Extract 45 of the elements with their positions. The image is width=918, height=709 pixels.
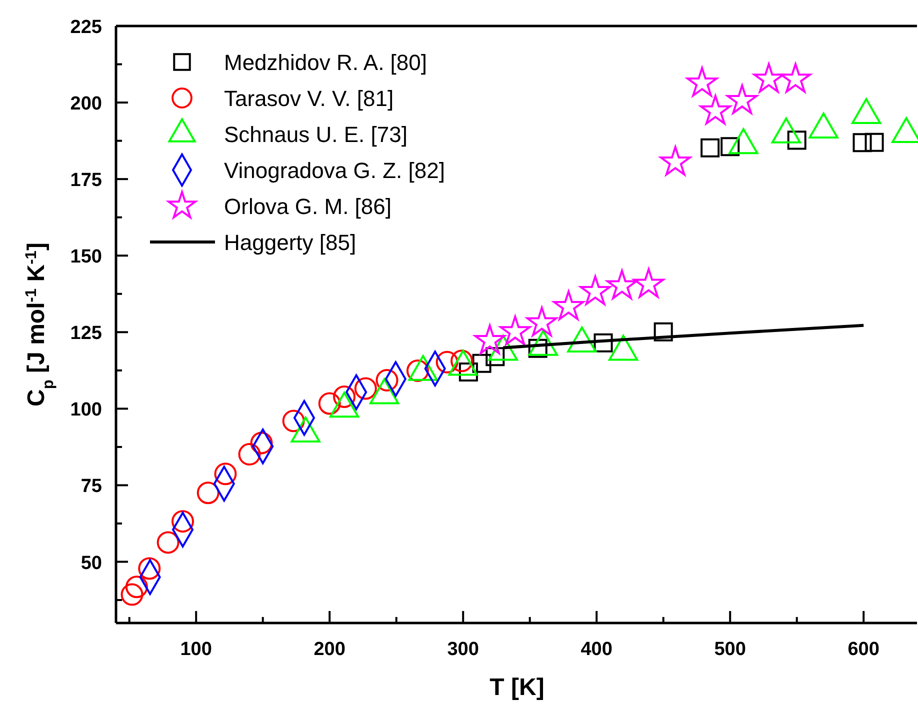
point (318, 392, 341, 415)
point (526, 306, 558, 336)
x-tick-label: 600 (848, 639, 880, 660)
point (787, 130, 806, 150)
y-tick-label: 175 (70, 170, 102, 192)
point (172, 510, 194, 533)
point (138, 557, 161, 580)
legend-label: Schnaus U. E. [73] (224, 122, 408, 147)
x-tick-label: 300 (447, 639, 479, 660)
x-tick-label: 100 (180, 639, 212, 660)
y-tick-label: 225 (70, 17, 102, 38)
point (282, 410, 305, 432)
point (594, 333, 613, 352)
x-tick-label: 500 (714, 639, 746, 660)
y-tick-label: 200 (70, 94, 102, 115)
point (864, 132, 884, 152)
point (700, 94, 731, 124)
point (214, 462, 237, 486)
point (700, 138, 720, 158)
point (238, 443, 261, 466)
y-tick-label: 75 (80, 476, 102, 498)
point (852, 133, 872, 152)
point (156, 531, 180, 554)
legend-label: Tarasov V. V. [81] (224, 86, 394, 111)
x-tick-label: 400 (580, 639, 612, 660)
point (196, 482, 220, 504)
point (726, 84, 758, 114)
y-tick-label: 150 (70, 246, 102, 268)
x-axis-title: T [K] (490, 674, 544, 701)
point (125, 576, 148, 598)
legend-label: Haggerty [85] (224, 230, 356, 255)
point (120, 583, 144, 606)
legend-label: Vinogradova G. Z. [82] (224, 158, 445, 183)
y-tick-label: 50 (80, 552, 102, 574)
point (354, 377, 377, 400)
point (472, 354, 492, 373)
point (436, 350, 458, 374)
legend-label: Orlova G. M. [86] (224, 194, 392, 219)
point (654, 322, 673, 342)
y-tick-label: 100 (70, 400, 102, 421)
point (720, 137, 740, 156)
legend-label: Medzhidov R. A. [80] (224, 50, 427, 75)
point (250, 432, 273, 454)
x-tick-label: 200 (314, 639, 346, 660)
y-tick-label: 125 (70, 323, 102, 344)
